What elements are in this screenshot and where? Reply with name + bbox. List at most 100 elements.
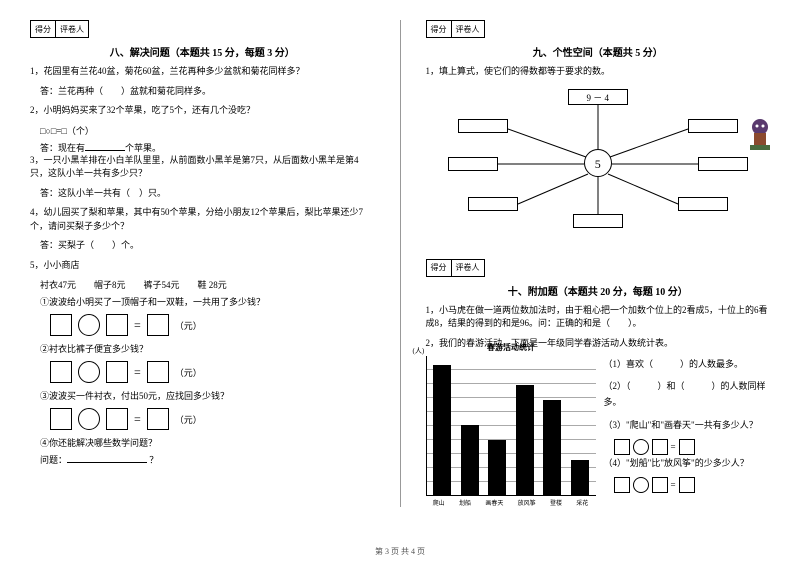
equals-sign: = [671, 442, 676, 452]
chart-eq1: = [614, 439, 771, 455]
operand-box [50, 408, 72, 430]
q2-formula: □○□=□（个） [40, 124, 375, 137]
q2: 2，小明妈妈买来了32个苹果，吃了5个，还有几个没吃？ [30, 104, 375, 118]
q2-answer: 答：现在有个苹果。 [40, 141, 375, 154]
y-axis-label: (人) [413, 346, 425, 356]
chart-eq2: = [614, 477, 771, 493]
equals-sign: = [134, 365, 141, 380]
q5-2: ②衬衣比裤子便宜多少钱？ [40, 342, 375, 355]
score-label: 得分 [427, 260, 452, 276]
q10-1: 1，小马虎在做一道两位数加法时，由于粗心把一个加数个位上的2看成5，十位上的6看… [426, 304, 771, 331]
chart-title: 春游活动统计 [427, 342, 596, 353]
q5-3: ③波波买一件衬衣，付出50元，应找回多少钱？ [40, 389, 375, 402]
section-8-title: 八、解决问题（本题共 15 分，每题 3 分） [30, 44, 375, 59]
q4: 4，幼儿园买了梨和苹果，其中有50个苹果，分给小朋友12个苹果后，梨比苹果还少7… [30, 206, 375, 233]
q5: 5，小小商店 [30, 259, 375, 273]
q3-answer: 答：这队小羊一共有（ ）只。 [40, 187, 375, 201]
spider-box [678, 197, 728, 211]
operand-box [106, 314, 128, 336]
chart-q2: （2）（ ）和（ ）的人数同样多。 [604, 378, 771, 410]
spider-box [573, 214, 623, 228]
score-label: 得分 [31, 21, 56, 37]
operator-box [78, 361, 100, 383]
column-divider [400, 20, 401, 507]
equation-row-1: = （元） [50, 314, 375, 336]
chart-q3: （3）"爬山"和"画春天"一共有多少人？ [604, 417, 771, 433]
result-box [147, 361, 169, 383]
page-footer: 第 3 页 共 4 页 [0, 546, 800, 557]
bar-label: 划船 [459, 498, 471, 507]
operand-box [106, 361, 128, 383]
blank [85, 141, 125, 151]
grader-label: 评卷人 [452, 260, 484, 276]
q1-answer: 答：兰花再种（ ）盆就和菊花同样多。 [40, 85, 375, 99]
section-10-title: 十、附加题（本题共 20 分，每题 10 分） [426, 283, 771, 298]
unit-label: （元） [175, 319, 202, 332]
chart-area: 春游活动统计 (人) 爬山划船画春天放风筝登楼采花 （1）喜欢（ ）的人数最多。… [426, 356, 771, 507]
bar-label: 画春天 [485, 498, 503, 507]
bar-label: 登楼 [550, 498, 562, 507]
operand-box [614, 439, 630, 455]
bar [433, 365, 451, 495]
bar-chart-wrapper: 春游活动统计 (人) 爬山划船画春天放风筝登楼采花 [426, 356, 596, 507]
q9-1: 1，填上算式，使它们的得数都等于要求的数。 [426, 65, 771, 79]
spider-diagram: 9 － 4 5 [458, 89, 738, 239]
operand-box [652, 439, 668, 455]
section-9-title: 九、个性空间（本题共 5 分） [426, 44, 771, 59]
bar [543, 400, 561, 495]
result-box [147, 408, 169, 430]
chart-q1: （1）喜欢（ ）的人数最多。 [604, 356, 771, 372]
q1: 1，花园里有兰花40盆，菊花60盆，兰花再种多少盆就和菊花同样多？ [30, 65, 375, 79]
spider-box [688, 119, 738, 133]
bar-label: 爬山 [433, 498, 445, 507]
spider-center: 5 [584, 149, 612, 177]
operand-box [106, 408, 128, 430]
operator-box [78, 314, 100, 336]
left-column: 得分 评卷人 八、解决问题（本题共 15 分，每题 3 分） 1，花园里有兰花4… [30, 20, 375, 507]
chart-questions: （1）喜欢（ ）的人数最多。 （2）（ ）和（ ）的人数同样多。 （3）"爬山"… [604, 356, 771, 507]
bar [488, 440, 506, 495]
spider-box [468, 197, 518, 211]
spider-box [448, 157, 498, 171]
mascot-illustration [740, 115, 780, 155]
equals-sign: = [134, 412, 141, 427]
operand-box [652, 477, 668, 493]
bar-label: 放风筝 [518, 498, 536, 507]
q5-4: ④你还能解决哪些数学问题？ [40, 436, 375, 449]
bar [461, 425, 479, 495]
result-box [147, 314, 169, 336]
spider-box [458, 119, 508, 133]
score-box-9: 得分 评卷人 [426, 20, 485, 38]
spider-box [698, 157, 748, 171]
result-box [679, 477, 695, 493]
score-box-10: 得分 评卷人 [426, 259, 485, 277]
bar-labels: 爬山划船画春天放风筝登楼采花 [426, 498, 596, 507]
q5-4-blank: 问题： ？ [40, 453, 375, 466]
grader-label: 评卷人 [452, 21, 484, 37]
result-box [679, 439, 695, 455]
operator-box [633, 439, 649, 455]
spider-top-box: 9 － 4 [568, 89, 628, 105]
operand-box [50, 314, 72, 336]
bar [516, 385, 534, 495]
grader-label: 评卷人 [56, 21, 88, 37]
bar-chart: 春游活动统计 (人) [426, 356, 596, 496]
unit-label: （元） [175, 366, 202, 379]
equals-sign: = [134, 318, 141, 333]
score-box-8: 得分 评卷人 [30, 20, 89, 38]
operand-box [50, 361, 72, 383]
equals-sign: = [671, 480, 676, 490]
operator-box [633, 477, 649, 493]
unit-label: （元） [175, 413, 202, 426]
operator-box [78, 408, 100, 430]
equation-row-3: = （元） [50, 408, 375, 430]
right-column: 得分 评卷人 九、个性空间（本题共 5 分） 1，填上算式，使它们的得数都等于要… [426, 20, 771, 507]
q3: 3，一只小黑羊排在小白羊队里里，从前面数小黑羊是第7只，从后面数小黑羊是第4只，… [30, 154, 375, 181]
equation-row-2: = （元） [50, 361, 375, 383]
bar [571, 460, 589, 495]
blank [67, 453, 147, 463]
q5-prices: 衬衣47元 帽子8元 裤子54元 鞋 28元 [40, 278, 375, 291]
operand-box [614, 477, 630, 493]
score-label: 得分 [427, 21, 452, 37]
q4-answer: 答：买梨子（ ）个。 [40, 239, 375, 253]
